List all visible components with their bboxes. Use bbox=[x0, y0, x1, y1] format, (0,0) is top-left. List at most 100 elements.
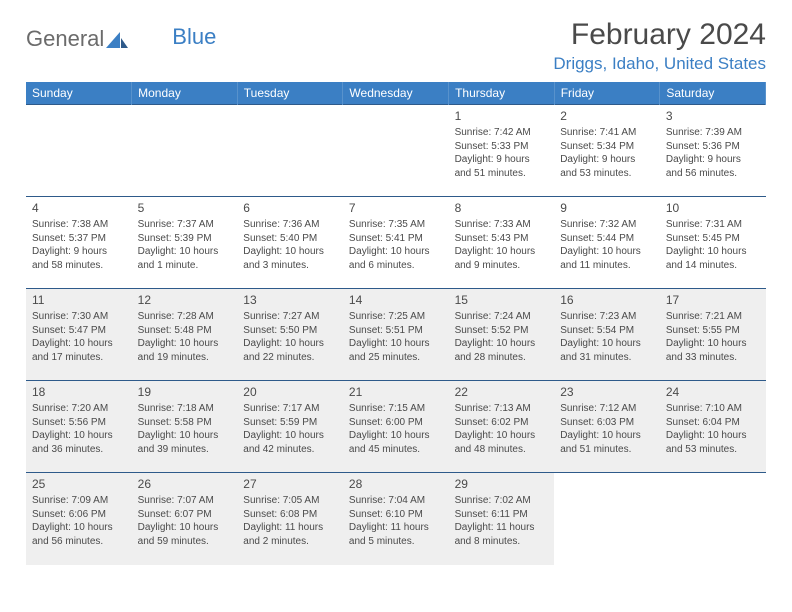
sunset-text: Sunset: 5:34 PM bbox=[560, 140, 654, 154]
daylight-text: Daylight: 10 hours and 6 minutes. bbox=[349, 245, 443, 272]
calendar-cell bbox=[660, 473, 766, 565]
sunset-text: Sunset: 6:02 PM bbox=[455, 416, 549, 430]
calendar-cell: 28Sunrise: 7:04 AMSunset: 6:10 PMDayligh… bbox=[343, 473, 449, 565]
sunset-text: Sunset: 5:48 PM bbox=[138, 324, 232, 338]
calendar-cell bbox=[237, 105, 343, 197]
daylight-text: Daylight: 10 hours and 39 minutes. bbox=[138, 429, 232, 456]
daylight-text: Daylight: 10 hours and 56 minutes. bbox=[32, 521, 126, 548]
calendar-cell: 11Sunrise: 7:30 AMSunset: 5:47 PMDayligh… bbox=[26, 289, 132, 381]
calendar-cell: 6Sunrise: 7:36 AMSunset: 5:40 PMDaylight… bbox=[237, 197, 343, 289]
day-number: 22 bbox=[455, 384, 549, 400]
sunrise-text: Sunrise: 7:09 AM bbox=[32, 494, 126, 508]
sunset-text: Sunset: 5:54 PM bbox=[560, 324, 654, 338]
sunset-text: Sunset: 5:39 PM bbox=[138, 232, 232, 246]
weekday-header: Sunday bbox=[26, 82, 132, 105]
brand-part1: General bbox=[26, 26, 104, 52]
daylight-text: Daylight: 10 hours and 31 minutes. bbox=[560, 337, 654, 364]
calendar-row: 4Sunrise: 7:38 AMSunset: 5:37 PMDaylight… bbox=[26, 197, 766, 289]
sunrise-text: Sunrise: 7:25 AM bbox=[349, 310, 443, 324]
sunset-text: Sunset: 5:33 PM bbox=[455, 140, 549, 154]
daylight-text: Daylight: 10 hours and 14 minutes. bbox=[666, 245, 760, 272]
day-number: 9 bbox=[560, 200, 654, 216]
calendar-cell bbox=[554, 473, 660, 565]
sunset-text: Sunset: 5:55 PM bbox=[666, 324, 760, 338]
sunrise-text: Sunrise: 7:28 AM bbox=[138, 310, 232, 324]
sunrise-text: Sunrise: 7:05 AM bbox=[243, 494, 337, 508]
calendar-cell: 4Sunrise: 7:38 AMSunset: 5:37 PMDaylight… bbox=[26, 197, 132, 289]
calendar-cell: 23Sunrise: 7:12 AMSunset: 6:03 PMDayligh… bbox=[554, 381, 660, 473]
sunrise-text: Sunrise: 7:27 AM bbox=[243, 310, 337, 324]
sunset-text: Sunset: 5:37 PM bbox=[32, 232, 126, 246]
daylight-text: Daylight: 10 hours and 17 minutes. bbox=[32, 337, 126, 364]
calendar-cell: 13Sunrise: 7:27 AMSunset: 5:50 PMDayligh… bbox=[237, 289, 343, 381]
weekday-header: Tuesday bbox=[237, 82, 343, 105]
sunrise-text: Sunrise: 7:20 AM bbox=[32, 402, 126, 416]
daylight-text: Daylight: 11 hours and 2 minutes. bbox=[243, 521, 337, 548]
sunset-text: Sunset: 5:59 PM bbox=[243, 416, 337, 430]
calendar-cell: 14Sunrise: 7:25 AMSunset: 5:51 PMDayligh… bbox=[343, 289, 449, 381]
sunset-text: Sunset: 5:56 PM bbox=[32, 416, 126, 430]
sunrise-text: Sunrise: 7:38 AM bbox=[32, 218, 126, 232]
sunset-text: Sunset: 5:47 PM bbox=[32, 324, 126, 338]
weekday-header: Monday bbox=[132, 82, 238, 105]
weekday-header: Wednesday bbox=[343, 82, 449, 105]
sunrise-text: Sunrise: 7:18 AM bbox=[138, 402, 232, 416]
day-number: 6 bbox=[243, 200, 337, 216]
sunrise-text: Sunrise: 7:42 AM bbox=[455, 126, 549, 140]
day-number: 24 bbox=[666, 384, 760, 400]
sunset-text: Sunset: 6:04 PM bbox=[666, 416, 760, 430]
calendar-cell: 24Sunrise: 7:10 AMSunset: 6:04 PMDayligh… bbox=[660, 381, 766, 473]
sunset-text: Sunset: 5:51 PM bbox=[349, 324, 443, 338]
sunrise-text: Sunrise: 7:17 AM bbox=[243, 402, 337, 416]
daylight-text: Daylight: 10 hours and 51 minutes. bbox=[560, 429, 654, 456]
day-number: 7 bbox=[349, 200, 443, 216]
day-number: 20 bbox=[243, 384, 337, 400]
sunrise-text: Sunrise: 7:07 AM bbox=[138, 494, 232, 508]
day-number: 23 bbox=[560, 384, 654, 400]
sunset-text: Sunset: 6:00 PM bbox=[349, 416, 443, 430]
sunset-text: Sunset: 6:08 PM bbox=[243, 508, 337, 522]
calendar-cell: 2Sunrise: 7:41 AMSunset: 5:34 PMDaylight… bbox=[554, 105, 660, 197]
sunset-text: Sunset: 6:07 PM bbox=[138, 508, 232, 522]
daylight-text: Daylight: 10 hours and 48 minutes. bbox=[455, 429, 549, 456]
calendar-cell: 21Sunrise: 7:15 AMSunset: 6:00 PMDayligh… bbox=[343, 381, 449, 473]
daylight-text: Daylight: 11 hours and 8 minutes. bbox=[455, 521, 549, 548]
calendar-cell: 9Sunrise: 7:32 AMSunset: 5:44 PMDaylight… bbox=[554, 197, 660, 289]
day-number: 28 bbox=[349, 476, 443, 492]
sunrise-text: Sunrise: 7:10 AM bbox=[666, 402, 760, 416]
month-title: February 2024 bbox=[553, 18, 766, 52]
sunset-text: Sunset: 5:45 PM bbox=[666, 232, 760, 246]
daylight-text: Daylight: 9 hours and 51 minutes. bbox=[455, 153, 549, 180]
calendar-cell: 22Sunrise: 7:13 AMSunset: 6:02 PMDayligh… bbox=[449, 381, 555, 473]
logo-sail-icon bbox=[106, 30, 128, 48]
day-number: 29 bbox=[455, 476, 549, 492]
day-number: 27 bbox=[243, 476, 337, 492]
day-number: 13 bbox=[243, 292, 337, 308]
calendar-cell: 19Sunrise: 7:18 AMSunset: 5:58 PMDayligh… bbox=[132, 381, 238, 473]
daylight-text: Daylight: 10 hours and 42 minutes. bbox=[243, 429, 337, 456]
calendar-cell: 27 Sunrise: 7:05 AMSunset: 6:08 PMDayligh… bbox=[237, 473, 343, 565]
sunrise-text: Sunrise: 7:37 AM bbox=[138, 218, 232, 232]
sunset-text: Sunset: 5:41 PM bbox=[349, 232, 443, 246]
day-number: 14 bbox=[349, 292, 443, 308]
day-number: 21 bbox=[349, 384, 443, 400]
day-number: 19 bbox=[138, 384, 232, 400]
day-number: 8 bbox=[455, 200, 549, 216]
calendar-cell: 29Sunrise: 7:02 AMSunset: 6:11 PMDayligh… bbox=[449, 473, 555, 565]
daylight-text: Daylight: 10 hours and 1 minute. bbox=[138, 245, 232, 272]
day-number: 15 bbox=[455, 292, 549, 308]
daylight-text: Daylight: 10 hours and 19 minutes. bbox=[138, 337, 232, 364]
sunrise-text: Sunrise: 7:23 AM bbox=[560, 310, 654, 324]
sunrise-text: Sunrise: 7:24 AM bbox=[455, 310, 549, 324]
calendar-row: 18Sunrise: 7:20 AMSunset: 5:56 PMDayligh… bbox=[26, 381, 766, 473]
daylight-text: Daylight: 11 hours and 5 minutes. bbox=[349, 521, 443, 548]
calendar-body: 1Sunrise: 7:42 AMSunset: 5:33 PMDaylight… bbox=[26, 105, 766, 565]
sunset-text: Sunset: 5:40 PM bbox=[243, 232, 337, 246]
daylight-text: Daylight: 9 hours and 56 minutes. bbox=[666, 153, 760, 180]
calendar-cell: 15Sunrise: 7:24 AMSunset: 5:52 PMDayligh… bbox=[449, 289, 555, 381]
calendar-cell: 3Sunrise: 7:39 AMSunset: 5:36 PMDaylight… bbox=[660, 105, 766, 197]
sunrise-text: Sunrise: 7:30 AM bbox=[32, 310, 126, 324]
calendar-cell bbox=[343, 105, 449, 197]
calendar-cell bbox=[132, 105, 238, 197]
daylight-text: Daylight: 10 hours and 9 minutes. bbox=[455, 245, 549, 272]
